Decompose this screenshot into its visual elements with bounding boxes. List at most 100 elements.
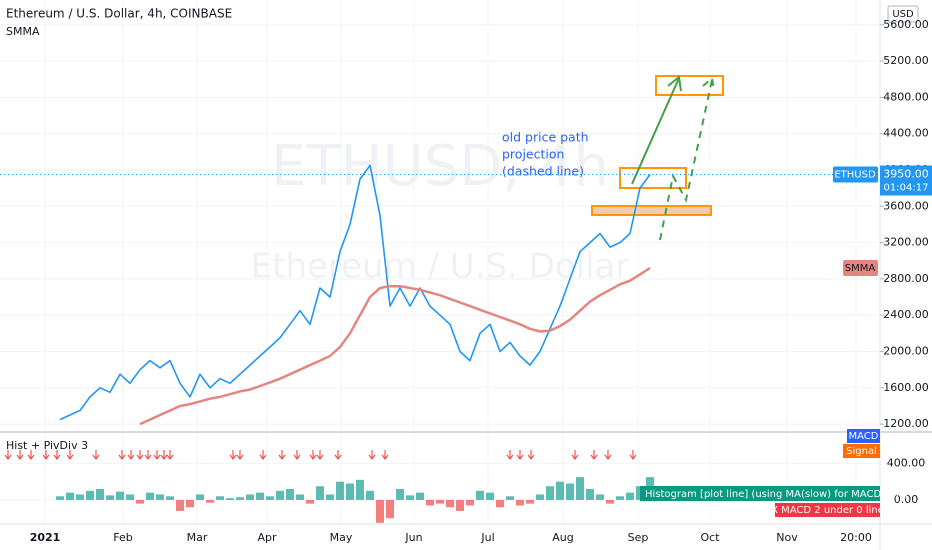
histogram-bar: [226, 498, 234, 500]
divergence-arrow: [27, 450, 35, 460]
histogram-bar: [286, 488, 294, 500]
histogram-bar: [186, 499, 194, 508]
divergence-arrow: [118, 450, 126, 460]
x-tick-label: 20:00: [840, 531, 872, 544]
divergence-arrow: [66, 450, 74, 460]
histogram-bar: [476, 490, 484, 500]
histogram-bar: [56, 496, 64, 500]
x-tick-label: Oct: [700, 531, 720, 544]
histogram-bar: [406, 495, 414, 500]
legend-tag: [640, 486, 880, 501]
histogram-bar: [536, 494, 544, 500]
watermark-name: Ethereum / U.S. Dollar: [251, 247, 630, 287]
histogram-bar: [456, 499, 464, 511]
histogram-bar: [176, 499, 184, 511]
pane-title: Hist + PivDiv 3: [6, 439, 88, 452]
histogram-bar: [526, 499, 534, 504]
divergence-arrow: [506, 450, 514, 460]
divergence-arrow: [42, 450, 50, 460]
divergence-arrow: [381, 450, 389, 460]
countdown: 01:04:17: [884, 183, 929, 194]
histogram-bar: [616, 496, 624, 500]
y-tick-label: 4400.00: [883, 127, 929, 140]
drawings: [591, 75, 724, 241]
histogram-bar: [366, 490, 374, 500]
divergence-arrow: [4, 450, 12, 460]
dashed-projection: [659, 76, 715, 241]
legend-tag-label: Histogram [plot line] (using MA(slow) fo…: [645, 489, 908, 500]
legend-tag: [843, 444, 880, 458]
histogram-bar: [396, 488, 404, 500]
divergence-arrow: [16, 450, 24, 460]
price-line: [59, 164, 651, 421]
y-tick-label: 5600.00: [883, 18, 929, 31]
histogram-bar: [276, 490, 284, 500]
histogram-bar: [86, 490, 94, 500]
divergence-arrow: [153, 450, 161, 460]
histogram-bar: [126, 494, 134, 500]
signal-arrows: [4, 450, 637, 460]
y-tick-label: 3600.00: [883, 199, 929, 212]
histogram-bar: [266, 496, 274, 500]
x-tick-label: Jun: [404, 531, 422, 544]
histogram-bar: [206, 499, 214, 503]
histogram-bar: [116, 491, 124, 500]
histogram-bar: [296, 494, 304, 500]
y-tick-label: 5200.00: [883, 54, 929, 67]
divergence-arrow: [316, 450, 324, 460]
divergence-arrow: [144, 450, 152, 460]
series-tag: [833, 166, 878, 183]
divergence-arrow: [334, 450, 342, 460]
watermark-symbol: ETHUSD, 4h: [271, 134, 609, 199]
annotation-line: old price path: [502, 130, 589, 145]
histogram-bar: [96, 488, 104, 500]
histogram-bar: [416, 492, 424, 500]
histogram-bar: [386, 499, 394, 519]
zone-box: [655, 75, 724, 96]
histogram-bar: [576, 477, 584, 500]
divergence-arrow: [293, 450, 301, 460]
histogram-bar: [326, 494, 334, 500]
indicator-name: SMMA: [6, 25, 40, 38]
divergence-arrow: [309, 450, 317, 460]
divergence-arrow: [166, 450, 174, 460]
price-tag-label: 3950.00: [883, 168, 929, 181]
divergence-arrow: [571, 450, 579, 460]
currency-box[interactable]: [887, 5, 919, 23]
histogram-bar: [516, 499, 524, 506]
histogram-bar: [446, 499, 454, 508]
price-tag: [880, 165, 932, 196]
divergence-arrow: [92, 450, 100, 460]
histogram-bar: [626, 492, 634, 500]
annotation-line: (dashed line): [502, 164, 584, 179]
legend-tag-label: MACD: [849, 431, 879, 442]
legend-tag: [847, 429, 880, 443]
x-tick-label: Jul: [480, 531, 494, 544]
histogram-bar: [316, 486, 324, 500]
histogram-bar: [596, 494, 604, 500]
divergence-arrow: [229, 450, 237, 460]
x-tick-label: Aug: [552, 531, 573, 544]
y-tick-label: 1200.00: [883, 417, 929, 430]
divergence-arrow: [278, 450, 286, 460]
x-tick-label: Sep: [628, 531, 649, 544]
histogram-bar: [586, 488, 594, 500]
histogram-bar: [566, 483, 574, 500]
divergence-arrow: [368, 450, 376, 460]
histogram-bar: [246, 494, 254, 500]
series-tag-label: SMMA: [845, 263, 876, 274]
histogram-bar: [426, 499, 434, 506]
histogram-bar: [496, 499, 504, 508]
series-tag: [843, 260, 878, 277]
divergence-arrow: [259, 450, 267, 460]
histogram-bar: [506, 496, 514, 500]
histogram-bar: [106, 495, 114, 500]
histogram-bar: [336, 481, 344, 500]
x-tick-label: Nov: [776, 531, 798, 544]
chart-title: Ethereum / U.S. Dollar, 4h, COINBASE: [6, 7, 232, 21]
legend-tag-label: Signal: [846, 446, 877, 457]
histogram-bar: [196, 494, 204, 500]
y-tick-label: 4800.00: [883, 90, 929, 103]
histogram-bar: [306, 499, 314, 504]
